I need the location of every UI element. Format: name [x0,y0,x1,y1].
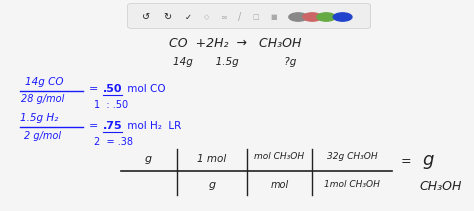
Text: mol CH₃OH: mol CH₃OH [255,152,305,161]
Circle shape [303,13,321,21]
Text: 32g CH₃OH: 32g CH₃OH [327,152,377,161]
Text: .75: .75 [103,121,123,131]
Text: ↻: ↻ [163,12,172,22]
Text: g: g [422,151,433,169]
Text: 1 mol: 1 mol [197,154,227,164]
Text: ■: ■ [270,14,277,20]
Text: ↺: ↺ [142,12,150,22]
Circle shape [333,13,352,21]
Text: mol: mol [270,180,289,190]
Text: g: g [145,154,152,164]
Text: mol H₂  LR: mol H₂ LR [124,121,181,131]
Text: =: = [89,84,102,94]
Text: 1mol CH₃OH: 1mol CH₃OH [324,180,380,189]
Circle shape [289,13,308,21]
Text: 14g CO: 14g CO [25,77,63,87]
Text: .50: .50 [103,84,123,94]
Text: mol CO: mol CO [124,84,165,94]
Text: ◇: ◇ [204,14,210,20]
Circle shape [317,13,336,21]
Text: 14g       1.5g              ?g: 14g 1.5g ?g [173,57,297,67]
Text: ✓: ✓ [185,12,192,22]
Text: 1.5g H₂: 1.5g H₂ [20,113,58,123]
Text: CO  +2H₂  →   CH₃OH: CO +2H₂ → CH₃OH [169,37,301,50]
Text: □: □ [253,14,259,20]
Text: =: = [401,155,411,168]
Text: =: = [89,121,102,131]
FancyBboxPatch shape [128,3,371,28]
Text: CH₃OH: CH₃OH [420,180,462,193]
Text: ∞: ∞ [220,12,227,22]
Text: 2 g/mol: 2 g/mol [24,131,61,141]
Text: g: g [208,180,215,190]
Text: 28 g/mol: 28 g/mol [21,94,64,104]
Text: /: / [238,12,241,22]
Text: 1  : .50: 1 : .50 [94,100,128,110]
Text: 2  = .38: 2 = .38 [94,137,133,146]
